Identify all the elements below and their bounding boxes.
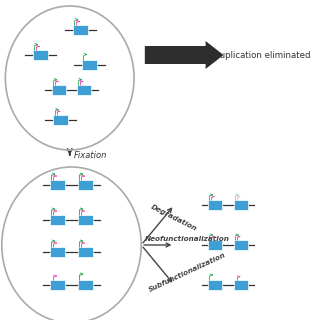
Bar: [53, 115, 68, 125]
FancyArrow shape: [145, 41, 223, 69]
Bar: [50, 280, 65, 291]
Text: Fixation: Fixation: [74, 150, 108, 159]
Bar: [78, 214, 93, 226]
Bar: [33, 50, 48, 60]
Bar: [208, 200, 222, 210]
Bar: [234, 240, 248, 250]
Text: Degradation: Degradation: [150, 204, 198, 232]
Bar: [78, 180, 93, 190]
Bar: [234, 200, 248, 210]
Bar: [82, 60, 97, 70]
Bar: [50, 214, 65, 226]
Bar: [78, 280, 93, 291]
Bar: [73, 25, 88, 35]
Bar: [234, 280, 248, 290]
Text: Neofunctionalization: Neofunctionalization: [145, 236, 230, 242]
Text: Subfunctionalization: Subfunctionalization: [148, 252, 227, 292]
Bar: [76, 85, 91, 95]
Bar: [208, 240, 222, 250]
Bar: [50, 180, 65, 190]
Bar: [50, 246, 65, 258]
Bar: [52, 85, 67, 95]
Text: Duplication eliminated: Duplication eliminated: [213, 51, 310, 60]
Bar: [78, 246, 93, 258]
Bar: [208, 280, 222, 290]
